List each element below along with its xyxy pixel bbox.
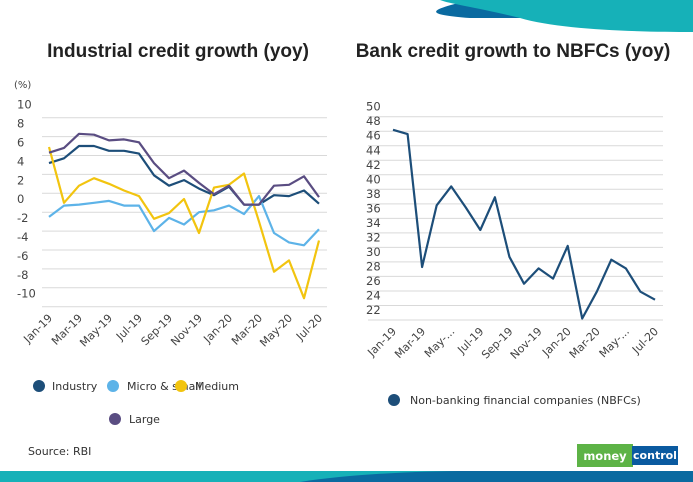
legend-swatch-industry bbox=[33, 380, 45, 392]
y-tick-label: 32 bbox=[366, 230, 381, 244]
left-chart: 1086420-2-4-6-8-10Jan-19Mar-19May-19Jul-… bbox=[17, 98, 327, 350]
y-tick-label: 44 bbox=[366, 143, 381, 157]
y-tick-label: 34 bbox=[366, 216, 381, 230]
right-legend: Non-banking financial companies (NBFCs) bbox=[388, 394, 641, 407]
legend-label-micro-small: Micro & small bbox=[127, 380, 201, 393]
y-tick-label: 4 bbox=[17, 154, 24, 168]
y-tick-label: 22 bbox=[366, 303, 381, 317]
x-tick-label: Jan-19 bbox=[21, 312, 56, 347]
x-tick-label: Sep-19 bbox=[139, 312, 176, 349]
x-tick-label: Mar-20 bbox=[567, 325, 603, 361]
y-tick-label: -2 bbox=[17, 211, 28, 225]
legend-label-large: Large bbox=[129, 413, 160, 426]
y-tick-label: 42 bbox=[366, 158, 381, 172]
source-note: Source: RBI bbox=[28, 445, 91, 458]
right-chart: 504846444240383634323028262422Jan-19Mar-… bbox=[365, 100, 663, 362]
series-line-non-banking-financial-companies-nbfcs- bbox=[392, 128, 656, 320]
y-tick-label: 46 bbox=[366, 129, 381, 143]
x-tick-label: Jul-20 bbox=[293, 312, 325, 344]
y-tick-label: 8 bbox=[17, 117, 24, 131]
y-tick-label: -4 bbox=[17, 230, 28, 244]
y-tick-label: 36 bbox=[366, 201, 381, 215]
y-tick-label: -10 bbox=[17, 287, 36, 301]
left-legend: Industry Micro & small Medium Large bbox=[33, 380, 239, 426]
top-band-teal bbox=[440, 0, 693, 32]
x-tick-label: May-... bbox=[597, 325, 632, 360]
y-tick-label: 6 bbox=[17, 136, 24, 150]
legend-label-nbfc: Non-banking financial companies (NBFCs) bbox=[410, 394, 641, 407]
legend-swatch-medium bbox=[175, 380, 187, 392]
logo-text-control: control bbox=[633, 449, 677, 462]
y-tick-label: 48 bbox=[366, 114, 381, 128]
legend-item-medium: Medium bbox=[175, 380, 239, 393]
y-tick-label: 40 bbox=[366, 172, 381, 186]
series-line-large bbox=[48, 132, 320, 206]
y-tick-label: 24 bbox=[366, 288, 381, 302]
y-tick-label: 10 bbox=[17, 98, 32, 112]
y-tick-label: 2 bbox=[17, 173, 24, 187]
logo-text-money: money bbox=[583, 449, 627, 463]
x-tick-label: May-20 bbox=[257, 312, 295, 350]
legend-swatch-large bbox=[109, 413, 121, 425]
y-tick-label: 0 bbox=[17, 192, 24, 206]
y-tick-label: -6 bbox=[17, 249, 28, 263]
y-tick-label: 26 bbox=[366, 274, 381, 288]
x-tick-label: Jan-20 bbox=[201, 312, 236, 347]
y-tick-label: -8 bbox=[17, 268, 28, 282]
bottom-band-dark bbox=[300, 471, 693, 482]
x-tick-label: Nov-19 bbox=[168, 312, 205, 349]
series-line-industry bbox=[48, 144, 320, 206]
x-tick-label: Jul-20 bbox=[629, 325, 661, 357]
y-tick-label: 30 bbox=[366, 245, 381, 259]
y-tick-label: 28 bbox=[366, 259, 381, 273]
left-chart-title: Industrial credit growth (yoy) bbox=[47, 41, 309, 62]
moneycontrol-logo: money control bbox=[577, 444, 678, 467]
x-tick-label: May-19 bbox=[77, 312, 115, 350]
legend-item-micro-small: Micro & small bbox=[107, 380, 201, 393]
right-chart-title: Bank credit growth to NBFCs (yoy) bbox=[356, 41, 671, 62]
x-tick-label: Mar-19 bbox=[392, 325, 428, 361]
legend-item-industry: Industry bbox=[33, 380, 98, 393]
legend-item-large: Large bbox=[109, 413, 160, 426]
legend-label-medium: Medium bbox=[195, 380, 239, 393]
x-tick-label: Nov-19 bbox=[508, 325, 545, 362]
x-tick-label: May-... bbox=[422, 325, 457, 360]
legend-swatch-nbfc bbox=[388, 394, 400, 406]
left-y-unit-label: (%) bbox=[14, 80, 31, 91]
series-line-micro-small bbox=[48, 195, 320, 247]
y-tick-label: 50 bbox=[366, 100, 381, 114]
legend-label-industry: Industry bbox=[52, 380, 98, 393]
y-tick-label: 38 bbox=[366, 187, 381, 201]
legend-swatch-micro-small bbox=[107, 380, 119, 392]
